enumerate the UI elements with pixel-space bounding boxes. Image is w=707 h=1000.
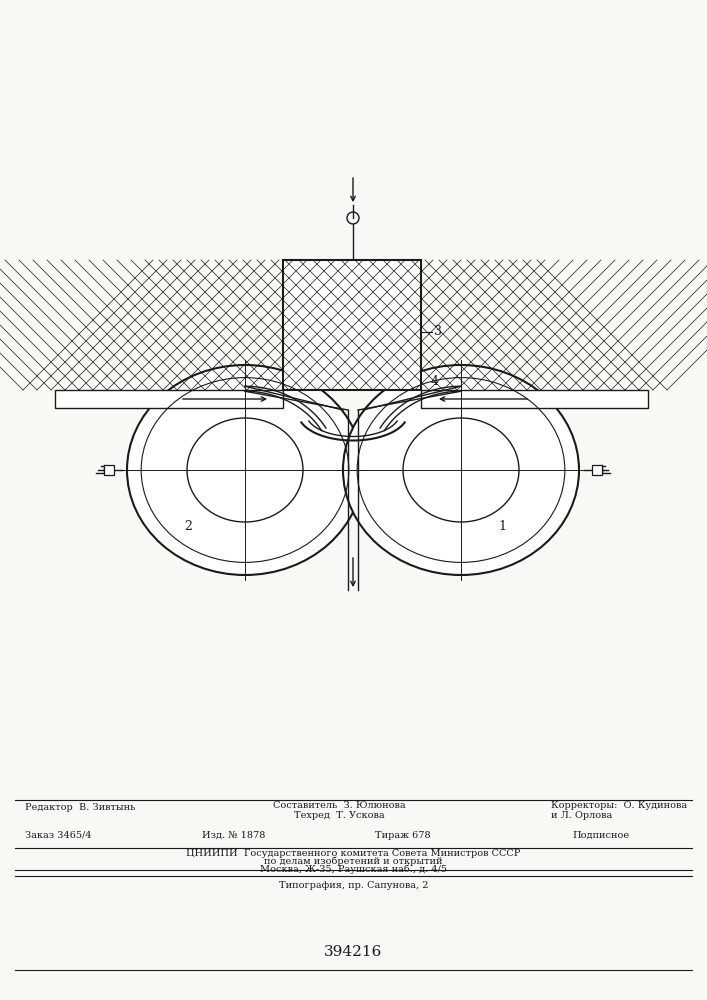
Ellipse shape — [187, 418, 303, 522]
Text: 394216: 394216 — [325, 945, 382, 959]
Text: Редактор  В. Зивтынь: Редактор В. Зивтынь — [25, 804, 135, 812]
Text: Тираж 678: Тираж 678 — [375, 830, 431, 840]
Bar — [104, 465, 114, 475]
Text: 4: 4 — [431, 375, 439, 388]
Text: Заказ 3465/4: Заказ 3465/4 — [25, 830, 91, 840]
Text: Москва, Ж-35, Раушская наб., д. 4/5: Москва, Ж-35, Раушская наб., д. 4/5 — [260, 864, 447, 874]
Text: Корректоры:  О. Кудинова: Корректоры: О. Кудинова — [551, 800, 688, 810]
Text: ЦНИИПИ  Государственного комитета Совета Министров СССР: ЦНИИПИ Государственного комитета Совета … — [187, 848, 520, 857]
Bar — [283, 260, 421, 390]
Text: 3: 3 — [434, 325, 442, 338]
Ellipse shape — [403, 418, 519, 522]
Text: и Л. Орлова: и Л. Орлова — [551, 812, 613, 820]
Bar — [55, 390, 283, 408]
Text: по делам изобретений и открытий: по делам изобретений и открытий — [264, 856, 443, 866]
Bar — [421, 390, 648, 408]
Text: Техред  Т. Ускова: Техред Т. Ускова — [294, 812, 385, 820]
Text: Подписное: Подписное — [573, 830, 629, 840]
Ellipse shape — [127, 365, 363, 575]
Bar — [592, 465, 602, 475]
Text: Изд. № 1878: Изд. № 1878 — [201, 830, 265, 840]
Text: 1: 1 — [498, 520, 506, 534]
Text: Типография, пр. Сапунова, 2: Типография, пр. Сапунова, 2 — [279, 882, 428, 890]
Text: Составитель  З. Юлюнова: Составитель З. Юлюнова — [273, 800, 406, 810]
Ellipse shape — [343, 365, 579, 575]
Text: 2: 2 — [184, 520, 192, 534]
